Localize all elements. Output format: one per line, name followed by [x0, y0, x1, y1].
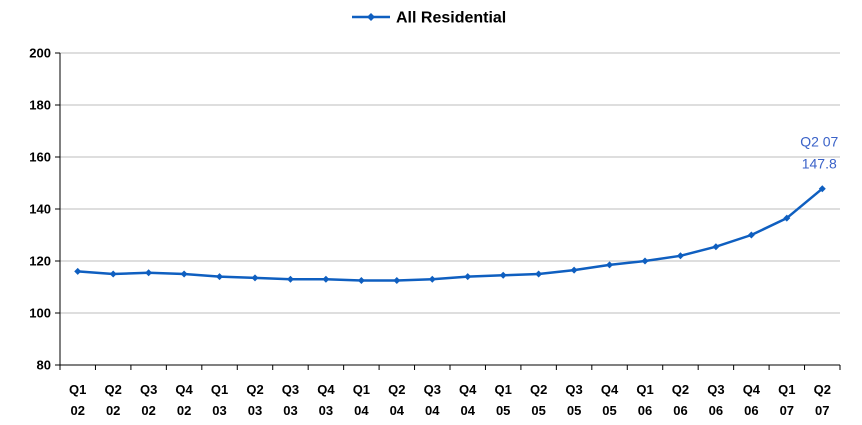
data-point [818, 185, 826, 193]
x-tick-label-year: 02 [70, 403, 84, 418]
x-tick-label-year: 03 [212, 403, 226, 418]
y-tick-label: 80 [37, 358, 51, 373]
data-point [535, 270, 543, 278]
data-point [145, 269, 153, 277]
x-tick-label-quarter: Q1 [69, 382, 86, 397]
x-tick-label-quarter: Q1 [353, 382, 370, 397]
x-tick-label-year: 05 [602, 403, 616, 418]
x-tick-label-quarter: Q2 [814, 382, 831, 397]
x-tick-label-year: 06 [638, 403, 652, 418]
data-point [499, 271, 507, 279]
series-group [74, 185, 826, 284]
x-axis-ticks: Q1 02 Q2 02 Q3 02 Q4 02 Q1 03 Q2 03 Q3 03 Q4 03 Q1 04 Q2 04… [59, 365, 841, 418]
x-tick-label-year: 03 [248, 403, 262, 418]
x-tick-label-quarter: Q1 [211, 382, 228, 397]
x-tick-label-quarter: Q2 [105, 382, 122, 397]
x-tick-label-year: 07 [815, 403, 829, 418]
data-point [216, 273, 224, 281]
x-tick-label-year: 04 [354, 403, 369, 418]
x-tick-label-quarter: Q4 [175, 382, 193, 397]
x-tick-label-quarter: Q3 [140, 382, 157, 397]
data-point [180, 270, 188, 278]
x-tick-label-year: 05 [531, 403, 545, 418]
x-tick-label-year: 05 [567, 403, 581, 418]
y-axis-ticks: 80 100 120 140 160 180 200 [29, 46, 60, 373]
y-tick-label: 100 [29, 306, 51, 321]
x-tick-label-quarter: Q3 [424, 382, 441, 397]
x-tick-label-quarter: Q2 [246, 382, 263, 397]
x-tick-label-quarter: Q2 [672, 382, 689, 397]
legend-label: All Residential [396, 10, 506, 27]
x-tick-label-quarter: Q1 [778, 382, 795, 397]
annotation: Q2 07 147.8 [800, 134, 838, 172]
data-point [712, 243, 720, 251]
data-point [641, 257, 649, 265]
y-tick-label: 140 [29, 202, 51, 217]
annotation-label: Q2 07 [800, 134, 838, 150]
x-tick-label-quarter: Q4 [743, 382, 761, 397]
y-tick-label: 120 [29, 254, 51, 269]
y-tick-label: 160 [29, 150, 51, 165]
series-line-all-residential [77, 187, 824, 282]
data-point [322, 275, 330, 283]
x-tick-label-quarter: Q4 [317, 382, 335, 397]
x-tick-label-quarter: Q2 [530, 382, 547, 397]
data-point [428, 275, 436, 283]
data-point [783, 214, 791, 222]
x-tick-label-quarter: Q4 [601, 382, 619, 397]
x-tick-label-year: 07 [780, 403, 794, 418]
x-tick-label-year: 02 [141, 403, 155, 418]
x-tick-label-year: 03 [283, 403, 297, 418]
data-point [251, 274, 259, 282]
x-tick-label-year: 04 [460, 403, 475, 418]
x-tick-label-year: 02 [106, 403, 120, 418]
data-point [570, 266, 578, 274]
data-point [74, 267, 82, 275]
x-tick-label-quarter: Q3 [707, 382, 724, 397]
data-point [393, 277, 401, 284]
annotation-value: 147.8 [802, 156, 837, 172]
x-tick-label-quarter: Q3 [565, 382, 582, 397]
data-point [747, 231, 755, 239]
x-tick-label-quarter: Q2 [388, 382, 405, 397]
data-point [286, 275, 294, 283]
legend: All Residential [352, 10, 506, 27]
x-tick-label-year: 05 [496, 403, 510, 418]
x-tick-label-quarter: Q1 [636, 382, 653, 397]
x-tick-label-year: 02 [177, 403, 191, 418]
legend-marker [367, 13, 375, 21]
y-tick-label: 200 [29, 46, 51, 61]
x-tick-label-quarter: Q3 [282, 382, 299, 397]
data-point [606, 261, 614, 269]
data-point [676, 252, 684, 260]
y-tick-label: 180 [29, 98, 51, 113]
data-point [357, 277, 365, 284]
gridlines [60, 52, 840, 314]
x-tick-label-year: 04 [425, 403, 440, 418]
x-tick-label-year: 06 [673, 403, 687, 418]
data-point [464, 273, 472, 281]
x-tick-label-year: 06 [709, 403, 723, 418]
x-tick-label-year: 04 [390, 403, 405, 418]
x-tick-label-year: 06 [744, 403, 758, 418]
x-tick-label-quarter: Q4 [459, 382, 477, 397]
x-tick-label-quarter: Q1 [495, 382, 512, 397]
x-tick-label-year: 03 [319, 403, 333, 418]
data-point [109, 270, 117, 278]
